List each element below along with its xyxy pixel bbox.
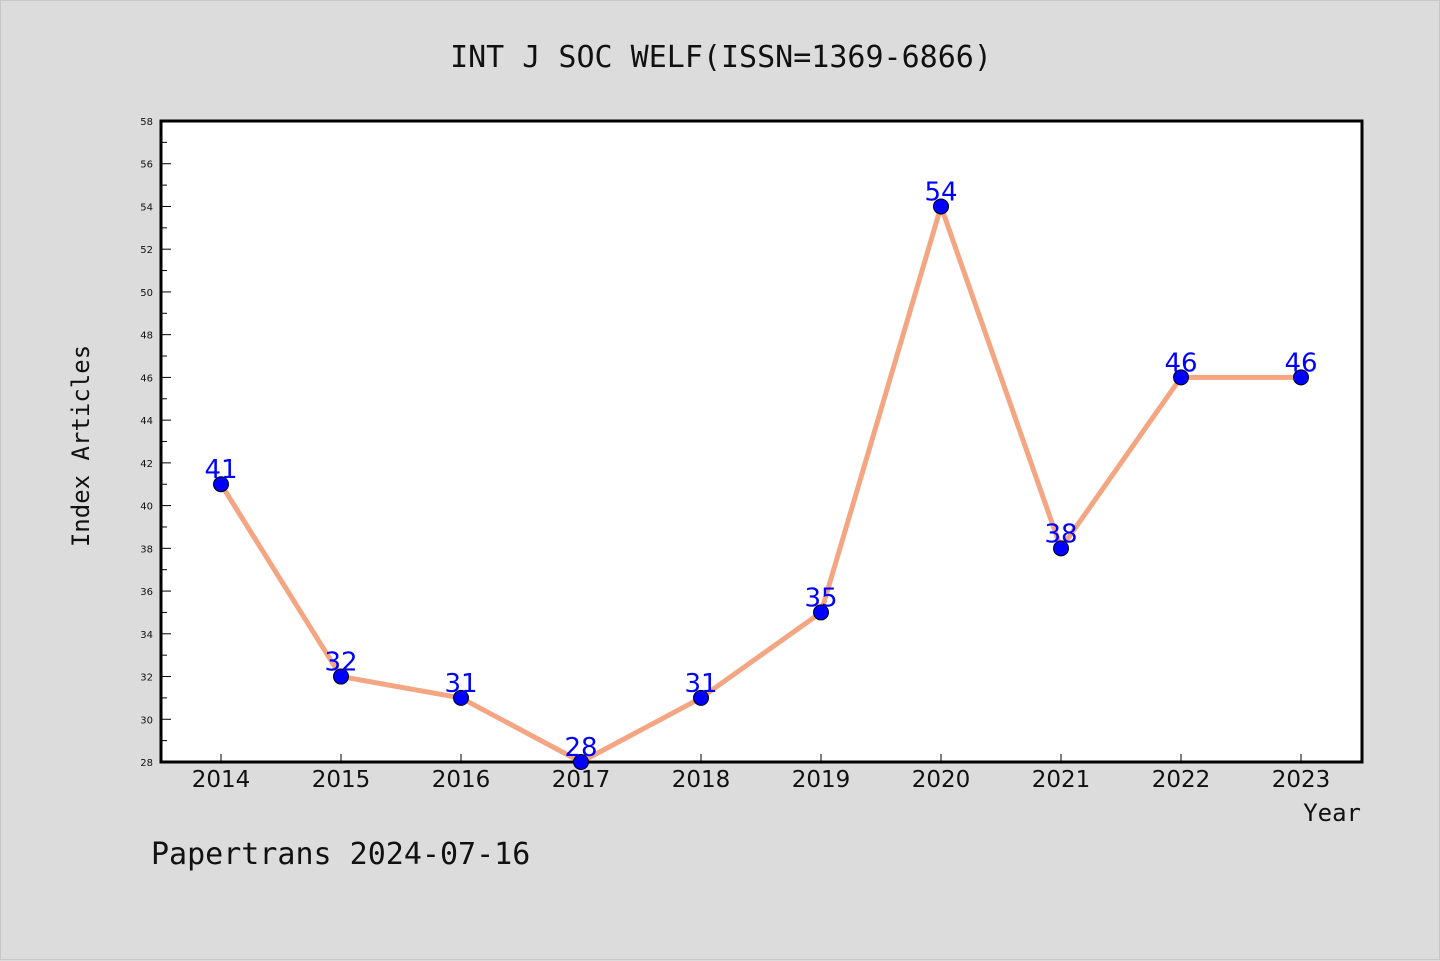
y-tick-label: 54 <box>140 202 153 213</box>
data-point <box>1173 369 1189 386</box>
x-axis-label: Year <box>1303 799 1361 827</box>
data-label: 46 <box>1284 348 1317 378</box>
data-label: 54 <box>924 177 957 207</box>
data-point <box>933 198 949 215</box>
data-label: 41 <box>204 455 237 485</box>
chart-title: INT J SOC WELF(ISSN=1369-6866) <box>450 40 992 75</box>
data-label: 31 <box>684 669 717 699</box>
data-point <box>813 604 829 621</box>
y-tick-label: 28 <box>140 758 153 769</box>
y-axis: 28 30 32 34 36 38 40 42 44 46 48 50 52 54 56 58 <box>140 117 171 769</box>
y-tick-label: 40 <box>140 502 153 513</box>
y-tick-label: 44 <box>140 416 153 427</box>
data-point <box>213 476 229 493</box>
data-point <box>453 689 469 706</box>
data-label: 31 <box>444 669 477 699</box>
y-tick-label: 38 <box>140 544 153 555</box>
data-label: 38 <box>1044 519 1077 549</box>
data-point <box>1293 369 1309 386</box>
y-tick-label: 30 <box>140 715 153 726</box>
x-axis: 2014 2015 2016 2017 2018 2019 2020 2021 2022 2023 <box>192 754 1331 793</box>
x-tick-label: 2017 <box>552 767 611 793</box>
data-label: 46 <box>1164 348 1197 378</box>
x-tick-label: 2018 <box>672 767 731 793</box>
y-tick-label: 32 <box>140 673 153 684</box>
y-axis-label: Index Articles <box>67 345 95 547</box>
x-tick-label: 2023 <box>1272 767 1331 793</box>
footer-source-date: Papertrans 2024-07-16 <box>151 837 530 872</box>
y-tick-label: 56 <box>140 160 153 171</box>
data-point <box>693 689 709 706</box>
data-point <box>1053 540 1069 557</box>
x-tick-label: 2019 <box>792 767 851 793</box>
y-tick-label: 58 <box>140 117 153 128</box>
x-tick-label: 2022 <box>1152 767 1211 793</box>
y-tick-label: 36 <box>140 587 153 598</box>
series-group: 41 32 31 28 31 35 54 38 46 46 <box>204 177 1318 770</box>
series-line <box>218 203 1301 765</box>
x-tick-label: 2015 <box>312 767 371 793</box>
y-tick-label: 52 <box>140 245 153 256</box>
y-tick-label: 50 <box>140 288 153 299</box>
data-point <box>573 754 589 770</box>
x-tick-label: 2021 <box>1032 767 1091 793</box>
x-tick-label: 2016 <box>432 767 491 793</box>
data-label: 32 <box>324 648 357 678</box>
y-tick-label: 48 <box>140 331 153 342</box>
data-label: 28 <box>564 733 597 763</box>
data-label: 35 <box>804 583 837 613</box>
data-point <box>333 668 349 685</box>
y-tick-label: 46 <box>140 373 153 384</box>
x-tick-label: 2014 <box>192 767 251 793</box>
y-tick-label: 42 <box>140 459 153 470</box>
x-tick-label: 2020 <box>912 767 971 793</box>
y-tick-label: 34 <box>140 630 153 641</box>
